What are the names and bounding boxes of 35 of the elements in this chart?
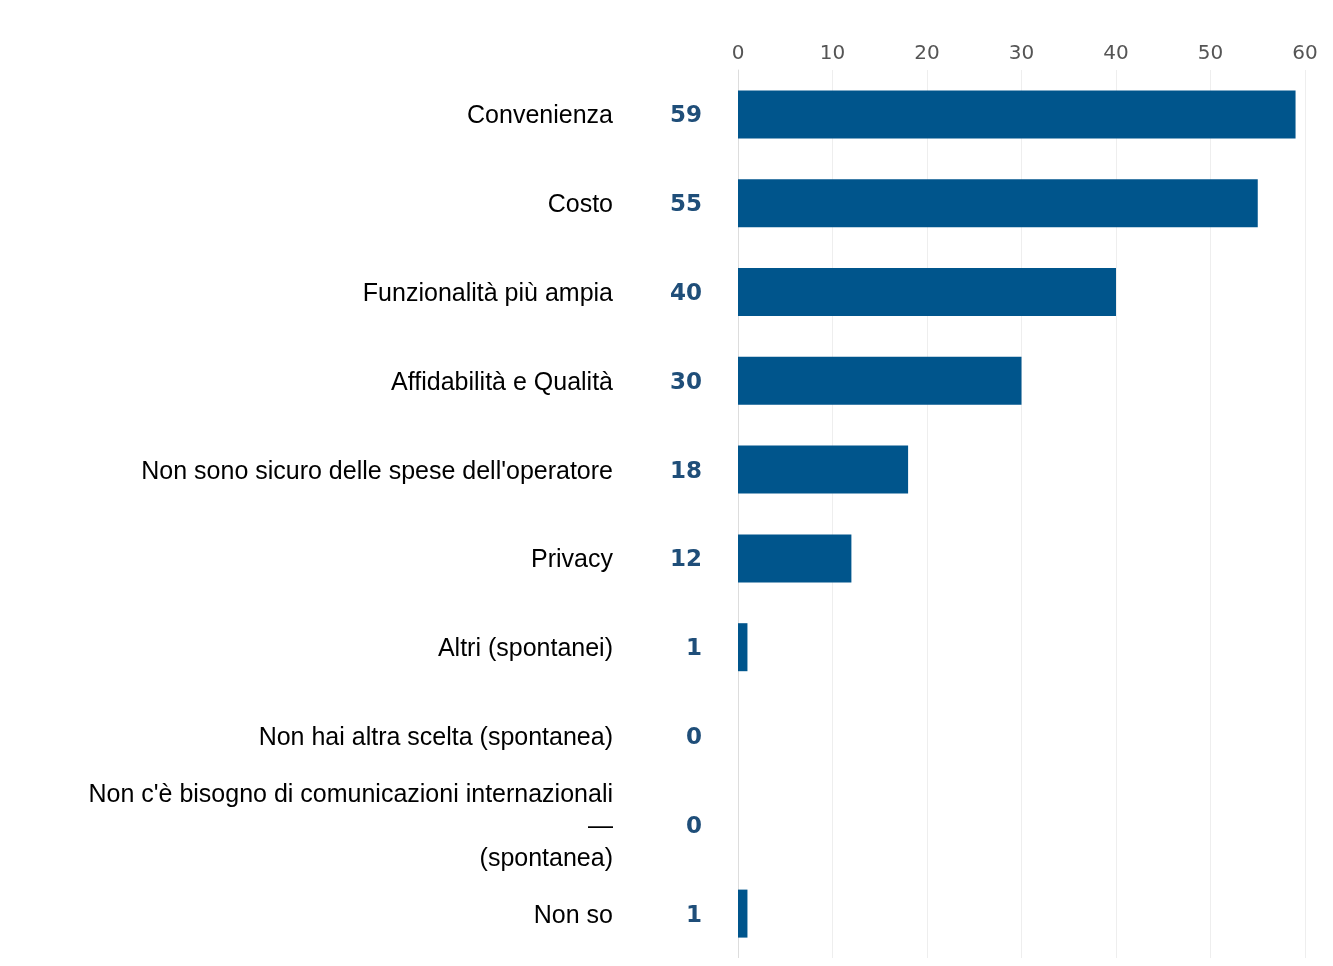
y-tick-label: Non so: [533, 899, 613, 928]
y-tick-label: Non c'è bisogno di comunicazioni internazionali — (spontanea): [88, 778, 613, 871]
data-label: 0: [685, 723, 702, 749]
data-label: 30: [669, 367, 702, 394]
data-label: 59: [669, 101, 702, 128]
data-label: 55: [669, 190, 702, 217]
bar: [738, 445, 909, 494]
bar: [738, 90, 1296, 139]
y-tick-label: Funzionalità più ampia: [362, 278, 614, 306]
x-tick-label: 10: [819, 40, 846, 64]
bar: [738, 179, 1258, 228]
x-tick-label: 50: [1197, 40, 1224, 64]
data-label: 0: [685, 811, 702, 838]
x-tick-label: 60: [1292, 40, 1318, 64]
bar: [738, 268, 1116, 316]
data-label: 1: [685, 634, 702, 661]
x-tick-label: 20: [914, 40, 940, 64]
bar: [738, 889, 748, 938]
y-tick-label: Affidabilità e Qualità: [391, 366, 614, 395]
x-tick-label: 40: [1103, 40, 1129, 64]
y-tick-label: Privacy: [531, 544, 614, 573]
y-tick-label: Costo: [547, 189, 613, 218]
x-tick-label: 30: [1008, 40, 1035, 64]
data-label: 12: [669, 545, 702, 572]
data-label: 40: [669, 279, 702, 305]
bar: [738, 623, 748, 672]
y-tick-label: Non hai altra scelta (spontanea): [258, 722, 613, 750]
y-tick-label: Non sono sicuro delle spese dell'operatore: [141, 455, 613, 484]
bar: [738, 356, 1022, 405]
bar: [738, 534, 852, 583]
data-label: 18: [669, 456, 702, 483]
data-label: 1: [685, 900, 702, 927]
y-tick-label: Convenienza: [467, 100, 614, 129]
y-tick-label: Altri (spontanei): [437, 633, 613, 662]
x-tick-label: 0: [731, 40, 745, 64]
